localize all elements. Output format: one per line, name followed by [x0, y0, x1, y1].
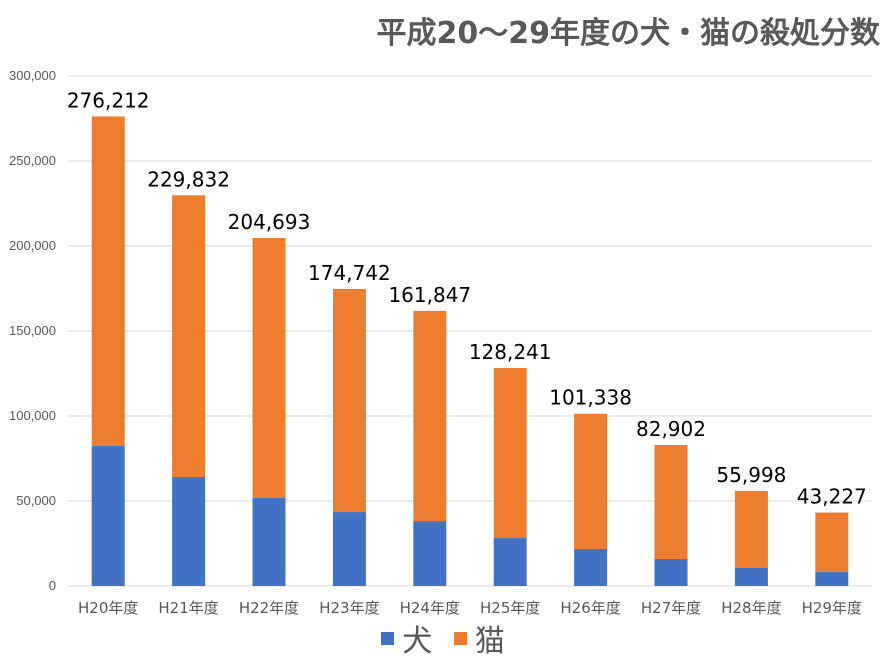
x-axis: H20年度 H21年度 H22年度 H23年度 H24年度 H25年度 H26年度 H27年度… — [78, 599, 862, 617]
y-tick-label: 150,000 — [9, 323, 56, 338]
bar-segment-dog — [252, 497, 286, 586]
x-tick-label: H22年度 — [239, 599, 299, 617]
bar-segment-dog — [734, 567, 768, 586]
bar-segment-dog — [91, 445, 125, 586]
y-tick-label: 300,000 — [9, 68, 56, 83]
bar-segment-cat — [332, 288, 366, 513]
x-tick-label: H23年度 — [319, 599, 379, 617]
bar-segment-dog — [172, 477, 206, 586]
bar-segment-cat — [734, 490, 768, 568]
bar-segment-dog — [332, 512, 366, 586]
x-tick-label: H26年度 — [560, 599, 620, 617]
bar-segment-cat — [493, 367, 527, 539]
y-tick-label: 0 — [49, 578, 56, 593]
bar-segment-cat — [815, 512, 849, 573]
data-label-total: 82,902 — [636, 417, 706, 441]
legend-swatch-cat — [453, 631, 467, 645]
data-label-total: 229,832 — [147, 167, 230, 191]
bar-segment-cat — [91, 116, 125, 446]
bars — [91, 116, 849, 586]
legend-item-dog: 犬 — [381, 616, 432, 660]
bar-segment-cat — [574, 413, 608, 549]
legend: 犬 猫 — [0, 616, 886, 660]
y-tick-label: 250,000 — [9, 153, 56, 168]
y-tick-label: 100,000 — [9, 408, 56, 423]
x-tick-label: H21年度 — [158, 599, 218, 617]
bar-segment-cat — [654, 445, 688, 559]
legend-swatch-dog — [381, 631, 395, 645]
x-tick-label: H27年度 — [641, 599, 701, 617]
chart-title: 平成20〜29年度の犬・猫の殺処分数 — [376, 16, 881, 51]
x-tick-label: H29年度 — [802, 599, 862, 617]
bar-segment-cat — [252, 238, 286, 498]
bar-segment-dog — [815, 572, 849, 586]
y-tick-label: 200,000 — [9, 238, 56, 253]
x-tick-label: H28年度 — [721, 599, 781, 617]
bar-segment-dog — [574, 548, 608, 586]
bar-segment-dog — [493, 538, 527, 586]
x-tick-label: H20年度 — [78, 599, 138, 617]
y-tick-label: 50,000 — [16, 493, 56, 508]
bar-segment-cat — [413, 310, 447, 522]
x-tick-label: H24年度 — [400, 599, 460, 617]
data-label-total: 174,742 — [308, 261, 391, 285]
data-label-total: 101,338 — [549, 386, 632, 410]
data-label-total: 161,847 — [388, 283, 471, 307]
legend-item-cat: 猫 — [453, 616, 505, 660]
data-label-total: 276,212 — [67, 88, 150, 112]
data-label-total: 128,241 — [469, 340, 552, 364]
legend-label-dog: 犬 — [402, 624, 433, 659]
x-tick-label: H25年度 — [480, 599, 540, 617]
y-axis: 0 50,000 100,000 150,000 200,000 250,000 300,0… — [9, 68, 56, 593]
data-label-total: 204,693 — [228, 210, 311, 234]
bar-segment-dog — [413, 521, 447, 586]
data-label-total: 43,227 — [797, 485, 867, 509]
data-label-total: 55,998 — [716, 463, 786, 487]
bar-segment-cat — [172, 195, 206, 478]
bar-segment-dog — [654, 558, 688, 586]
legend-label-cat: 猫 — [474, 624, 505, 659]
